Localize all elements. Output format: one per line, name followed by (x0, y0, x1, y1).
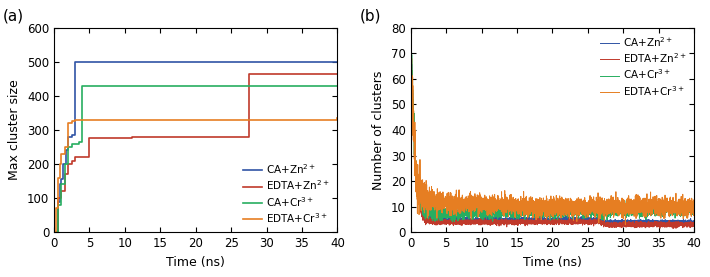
EDTA+Cr$^{3+}$ (53, 176, 62, 179)
CA+Cr$^{3+}$ (75, 140, 83, 143)
EDTA+Cr$^{3+}$ (333, 116, 342, 120)
CA+Cr$^{3+}$ (613, 208, 621, 211)
CA+Zn$^{2+}$ (53, 200, 62, 203)
CA+Cr$^{3+}$ (690, 211, 699, 214)
EDTA+Cr$^{3+}$ (682, 206, 690, 209)
Line: CA+Cr$^{3+}$: CA+Cr$^{3+}$ (54, 86, 337, 232)
EDTA+Zn$^{2+}$ (57, 190, 65, 193)
CA+Cr$^{3+}$ (60, 162, 69, 166)
CA+Zn$^{2+}$ (407, 33, 415, 37)
EDTA+Cr$^{3+}$ (525, 208, 534, 212)
CA+Cr$^{3+}$ (67, 142, 76, 145)
Legend: CA+Zn$^{2+}$, EDTA+Zn$^{2+}$, CA+Cr$^{3+}$, EDTA+Cr$^{3+}$: CA+Zn$^{2+}$, EDTA+Zn$^{2+}$, CA+Cr$^{3+… (241, 160, 332, 227)
EDTA+Zn$^{2+}$ (528, 220, 536, 224)
EDTA+Zn$^{2+}$ (333, 72, 342, 75)
EDTA+Zn$^{2+}$ (667, 224, 676, 227)
EDTA+Cr$^{3+}$ (407, 13, 415, 17)
EDTA+Zn$^{2+}$ (71, 156, 80, 159)
EDTA+Cr$^{3+}$ (52, 207, 60, 210)
EDTA+Zn$^{2+}$ (85, 137, 94, 140)
EDTA+Zn$^{2+}$ (50, 230, 58, 234)
CA+Cr$^{3+}$ (64, 145, 72, 149)
CA+Cr$^{3+}$ (667, 212, 676, 215)
Legend: CA+Zn$^{2+}$, EDTA+Zn$^{2+}$, CA+Cr$^{3+}$, EDTA+Cr$^{3+}$: CA+Zn$^{2+}$, EDTA+Zn$^{2+}$, CA+Cr$^{3+… (598, 33, 689, 100)
EDTA+Cr$^{3+}$ (541, 202, 550, 205)
EDTA+Cr$^{3+}$ (55, 162, 64, 166)
CA+Cr$^{3+}$ (407, 54, 415, 58)
EDTA+Cr$^{3+}$ (50, 230, 58, 234)
CA+Zn$^{2+}$ (677, 223, 686, 227)
Text: (b): (b) (360, 9, 381, 24)
Y-axis label: Number of clusters: Number of clusters (373, 70, 386, 190)
CA+Zn$^{2+}$ (59, 162, 67, 166)
CA+Zn$^{2+}$ (682, 222, 690, 225)
CA+Cr$^{3+}$ (407, 22, 415, 25)
EDTA+Zn$^{2+}$ (682, 222, 690, 225)
CA+Zn$^{2+}$ (541, 217, 550, 220)
Y-axis label: Max cluster size: Max cluster size (9, 79, 21, 180)
EDTA+Zn$^{2+}$ (690, 222, 699, 225)
CA+Cr$^{3+}$ (682, 212, 690, 215)
EDTA+Cr$^{3+}$ (71, 118, 80, 121)
CA+Zn$^{2+}$ (690, 220, 699, 224)
EDTA+Zn$^{2+}$ (241, 135, 250, 138)
EDTA+Zn$^{2+}$ (67, 159, 76, 162)
EDTA+Zn$^{2+}$ (613, 222, 621, 226)
CA+Zn$^{2+}$ (67, 134, 76, 137)
EDTA+Zn$^{2+}$ (124, 137, 133, 140)
CA+Cr$^{3+}$ (525, 209, 534, 212)
CA+Cr$^{3+}$ (541, 209, 550, 212)
CA+Cr$^{3+}$ (78, 84, 87, 87)
CA+Cr$^{3+}$ (57, 183, 65, 186)
CA+Zn$^{2+}$ (613, 222, 621, 225)
EDTA+Cr$^{3+}$ (67, 120, 76, 123)
CA+Zn$^{2+}$ (57, 178, 65, 181)
EDTA+Cr$^{3+}$ (690, 198, 699, 201)
EDTA+Cr$^{3+}$ (64, 121, 72, 125)
EDTA+Cr$^{3+}$ (621, 223, 630, 226)
EDTA+Zn$^{2+}$ (541, 221, 550, 224)
EDTA+Zn$^{2+}$ (128, 135, 136, 138)
EDTA+Cr$^{3+}$ (407, 50, 415, 53)
EDTA+Zn$^{2+}$ (407, 42, 415, 45)
CA+Zn$^{2+}$ (62, 149, 70, 152)
Line: EDTA+Zn$^{2+}$: EDTA+Zn$^{2+}$ (54, 74, 337, 232)
CA+Zn$^{2+}$ (64, 135, 72, 138)
Text: (a): (a) (3, 9, 24, 24)
EDTA+Cr$^{3+}$ (613, 211, 621, 215)
EDTA+Zn$^{2+}$ (245, 72, 253, 75)
CA+Zn$^{2+}$ (55, 183, 64, 186)
Line: CA+Zn$^{2+}$: CA+Zn$^{2+}$ (54, 62, 337, 232)
CA+Cr$^{3+}$ (53, 203, 62, 207)
EDTA+Cr$^{3+}$ (60, 145, 69, 149)
EDTA+Zn$^{2+}$ (53, 196, 62, 200)
EDTA+Cr$^{3+}$ (667, 202, 676, 206)
EDTA+Zn$^{2+}$ (60, 173, 69, 176)
EDTA+Zn$^{2+}$ (525, 221, 534, 225)
X-axis label: Time (ns): Time (ns) (523, 256, 582, 269)
CA+Zn$^{2+}$ (71, 60, 80, 63)
Line: CA+Cr$^{3+}$: CA+Cr$^{3+}$ (411, 24, 694, 222)
CA+Zn$^{2+}$ (50, 230, 58, 234)
CA+Cr$^{3+}$ (448, 220, 457, 224)
Line: EDTA+Zn$^{2+}$: EDTA+Zn$^{2+}$ (411, 43, 694, 229)
CA+Cr$^{3+}$ (50, 230, 58, 234)
CA+Zn$^{2+}$ (528, 217, 536, 220)
CA+Zn$^{2+}$ (667, 222, 676, 225)
CA+Zn$^{2+}$ (525, 220, 534, 224)
Line: EDTA+Cr$^{3+}$: EDTA+Cr$^{3+}$ (54, 118, 337, 232)
EDTA+Zn$^{2+}$ (64, 162, 72, 166)
EDTA+Zn$^{2+}$ (669, 227, 677, 230)
CA+Zn$^{2+}$ (333, 60, 342, 63)
EDTA+Cr$^{3+}$ (57, 152, 65, 155)
Line: EDTA+Cr$^{3+}$: EDTA+Cr$^{3+}$ (411, 15, 694, 225)
EDTA+Cr$^{3+}$ (528, 202, 537, 205)
CA+Cr$^{3+}$ (333, 84, 342, 87)
CA+Cr$^{3+}$ (528, 214, 537, 217)
X-axis label: Time (ns): Time (ns) (166, 256, 225, 269)
Line: CA+Zn$^{2+}$: CA+Zn$^{2+}$ (411, 35, 694, 225)
